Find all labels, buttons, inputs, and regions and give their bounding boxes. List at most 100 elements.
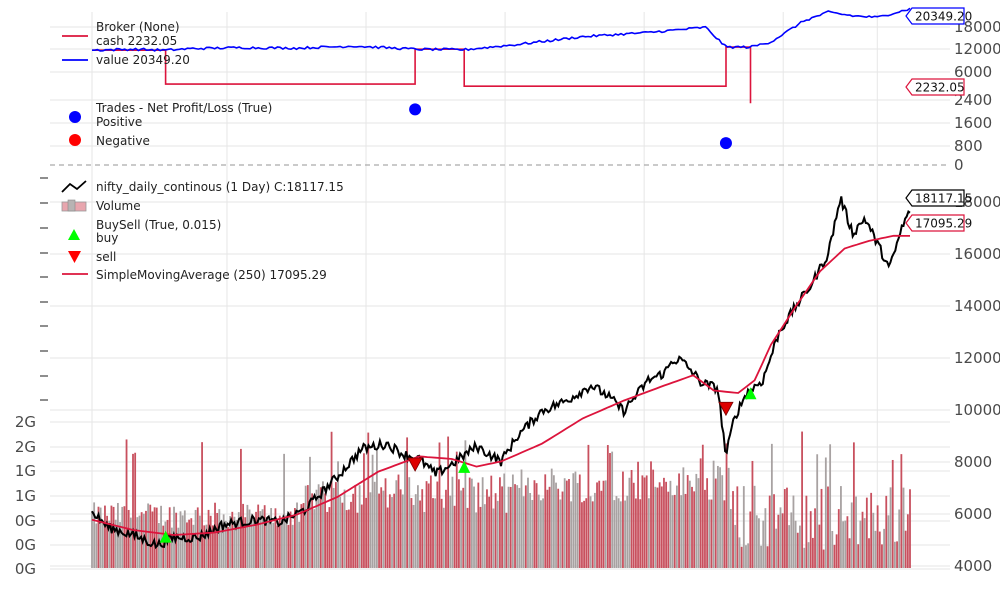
volume-bar <box>551 469 553 568</box>
volume-bar <box>797 533 799 568</box>
volume-bar <box>717 466 719 568</box>
volume-bar <box>160 506 162 568</box>
volume-bar <box>346 510 348 568</box>
price-ytick: 14000 <box>954 297 1000 315</box>
volume-ytick: 0G <box>15 536 36 554</box>
tag-sma-text: 17095.29 <box>915 217 972 231</box>
volume-bar <box>201 442 203 568</box>
volume-bar <box>324 493 326 568</box>
volume-bar <box>885 496 887 568</box>
volume-bar <box>844 521 846 568</box>
volume-bar <box>708 500 710 568</box>
volume-bar <box>821 489 823 568</box>
volume-bar <box>475 512 477 568</box>
volume-bar <box>896 541 898 568</box>
volume-bar <box>443 508 445 568</box>
volume-bar <box>600 491 602 568</box>
volume-bar <box>182 515 184 568</box>
volume-bar <box>456 452 458 568</box>
volume-bar <box>441 499 443 568</box>
volume-bar <box>646 475 648 568</box>
broker-value-line <box>92 8 910 51</box>
volume-bar <box>490 476 492 568</box>
volume-bar <box>354 485 356 568</box>
volume-bar <box>264 505 266 568</box>
volume-bar <box>847 516 849 568</box>
volume-bar <box>752 461 754 568</box>
volume-bar <box>877 505 879 568</box>
volume-bar <box>857 544 859 568</box>
volume-bar <box>514 484 516 568</box>
volume-bar <box>659 482 661 568</box>
volume-bar <box>747 543 749 568</box>
volume-bar <box>136 517 138 568</box>
volume-bar <box>268 521 270 568</box>
volume-bar <box>128 510 130 568</box>
volume-bar <box>542 498 544 568</box>
volume-bar <box>460 490 462 568</box>
price-ytick: 6000 <box>954 505 992 523</box>
volume-bar <box>130 518 132 568</box>
volume-bar <box>473 487 475 568</box>
volume-bar <box>374 482 376 568</box>
volume-bar <box>644 477 646 568</box>
volume-bar <box>715 479 717 568</box>
volume-bar <box>497 501 499 568</box>
volume-bar <box>540 500 542 568</box>
volume-bar <box>637 462 639 568</box>
volume-bar <box>823 550 825 568</box>
volume-bar <box>400 489 402 568</box>
volume-bar <box>734 525 736 568</box>
volume-bar <box>288 525 290 568</box>
legend-buysell-title: BuySell (True, 0.015) <box>96 218 221 232</box>
volume-bar <box>480 507 482 568</box>
volume-bar <box>808 542 810 568</box>
volume-bars <box>91 432 911 568</box>
volume-bar <box>773 494 775 568</box>
volume-bar <box>864 518 866 568</box>
volume-bar <box>544 474 546 568</box>
volume-bar <box>171 528 173 568</box>
volume-bar <box>426 481 428 568</box>
volume-bar <box>618 498 620 568</box>
volume-bar <box>775 529 777 568</box>
volume-bar <box>736 486 738 568</box>
price-ytick: 8000 <box>954 453 992 471</box>
volume-bar <box>449 496 451 568</box>
volume-bar <box>529 493 531 568</box>
volume-bar <box>357 513 359 568</box>
volume-bar <box>888 515 890 568</box>
volume-bar <box>523 496 525 568</box>
volume-bar <box>771 444 773 568</box>
sell-marker <box>408 458 422 471</box>
volume-bar <box>432 498 434 568</box>
volume-bar <box>385 478 387 568</box>
volume-bar <box>652 470 654 568</box>
volume-bar <box>521 470 523 568</box>
volume-bar <box>862 512 864 568</box>
volume-bar <box>695 474 697 568</box>
volume-bar <box>283 454 285 568</box>
volume-bar <box>516 485 518 568</box>
volume-bar <box>853 442 855 568</box>
volume-bar <box>423 512 425 568</box>
volume-bar <box>210 516 212 568</box>
volume-bar <box>311 493 313 568</box>
volume-bar <box>836 534 838 568</box>
volume-bar <box>391 497 393 568</box>
volume-bar <box>559 499 561 568</box>
volume-bar <box>395 480 397 568</box>
volume-bar <box>711 500 713 568</box>
volume-bar <box>272 523 274 568</box>
volume-bar <box>251 516 253 568</box>
volume-bar <box>611 452 613 568</box>
volume-bar <box>553 475 555 568</box>
volume-bar <box>132 454 134 568</box>
volume-ytick: 1G <box>15 462 36 480</box>
trades-ytick: 0 <box>954 156 964 174</box>
volume-bar <box>177 528 179 568</box>
volume-bar <box>413 505 415 568</box>
volume-bar <box>581 502 583 568</box>
volume-bar <box>745 545 747 568</box>
legend-buy-swatch <box>68 229 80 240</box>
